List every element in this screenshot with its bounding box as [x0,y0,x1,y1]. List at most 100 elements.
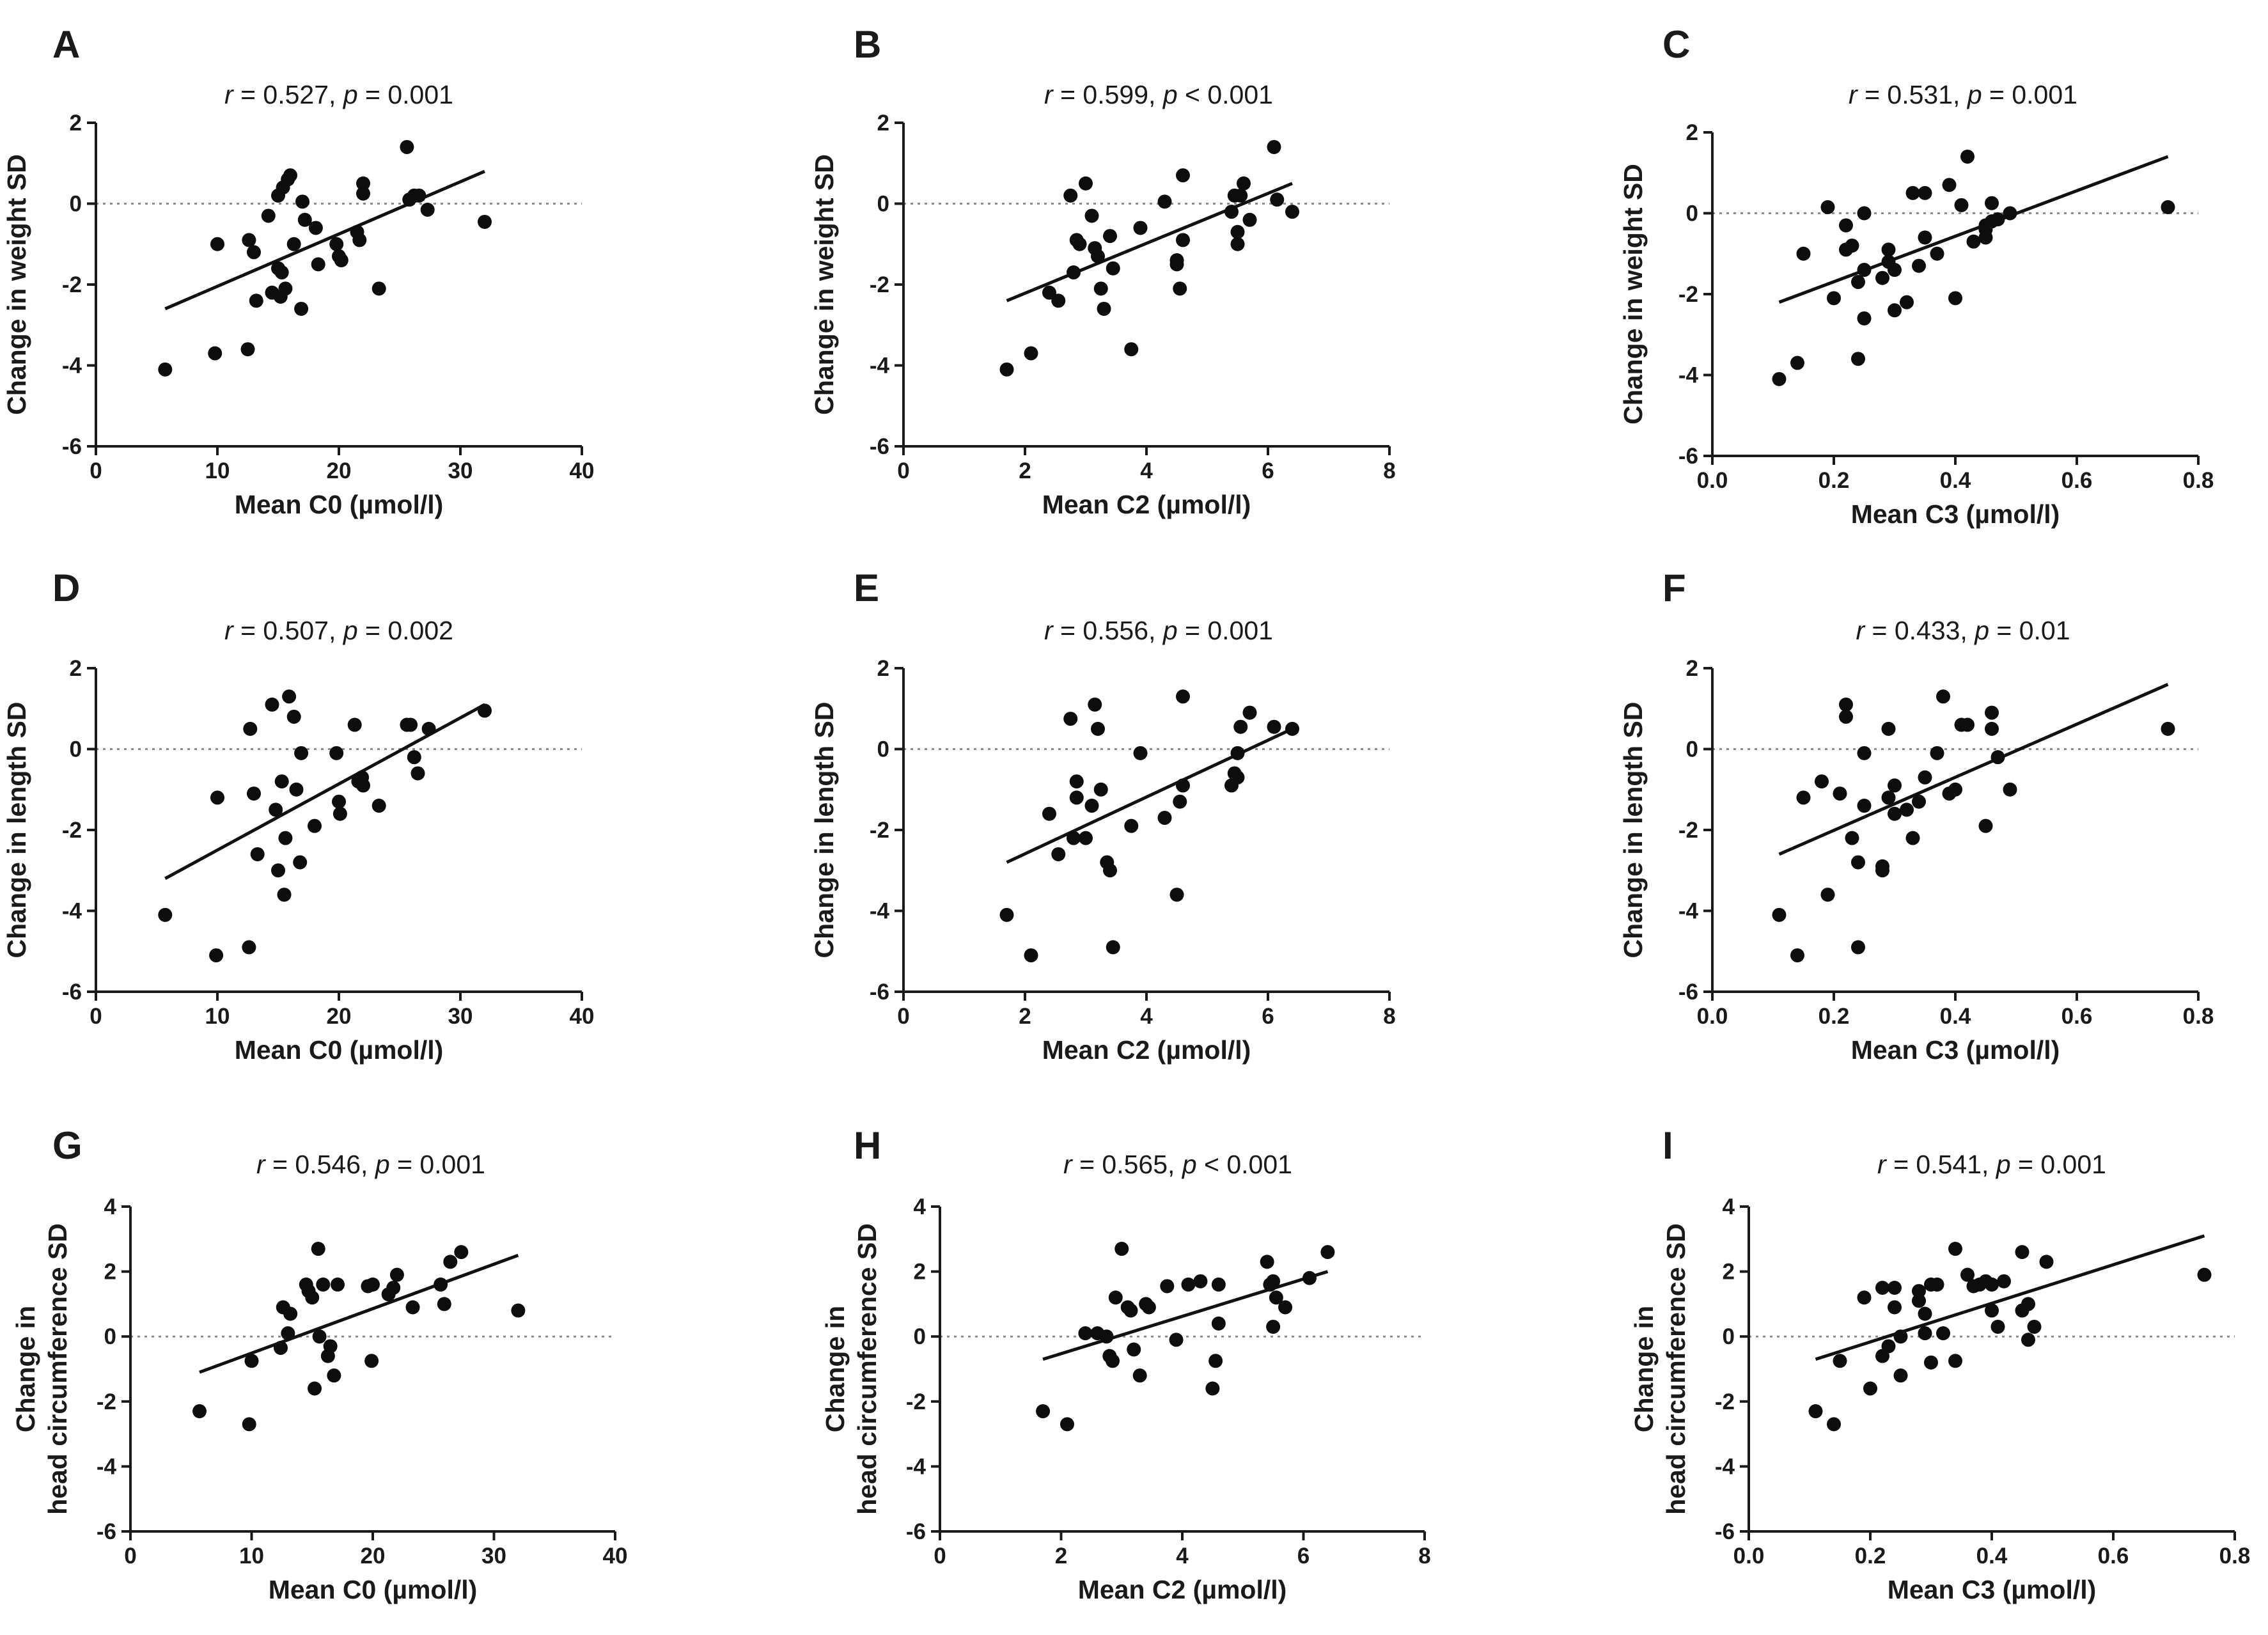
data-point [1091,249,1105,263]
y-tick-label: -4 [62,899,82,924]
data-point [1051,293,1066,308]
panel-letter: D [52,567,80,609]
y-tick-label: 2 [877,656,889,681]
x-tick-label: 0 [897,1004,909,1029]
data-point [386,1281,401,1295]
y-tick-label: -4 [1678,363,1699,388]
x-tick-label: 30 [481,1544,506,1569]
x-tick-label: 6 [1297,1544,1310,1569]
data-point [1851,855,1865,870]
data-point [1808,1404,1823,1419]
data-point [1875,1281,1889,1295]
data-point [316,1277,331,1292]
y-tick-label: 4 [104,1194,117,1219]
data-point [1242,705,1257,720]
panel-letter: I [1662,1124,1673,1167]
data-point [1205,1381,1220,1396]
y-tick-label: -6 [906,1519,926,1544]
x-tick-label: 0.2 [1818,1004,1850,1029]
data-point [1091,721,1105,736]
data-point [274,774,289,789]
data-point [1024,346,1038,361]
data-point [2021,1297,2035,1311]
y-axis-label: Change in length SD [1618,702,1648,958]
x-tick-label: 0.8 [2183,1004,2214,1029]
data-point [1278,1300,1293,1315]
data-point [1079,831,1093,845]
data-point [420,202,435,217]
data-point [1827,291,1841,306]
y-tick-label: -2 [1678,282,1698,307]
data-point [1918,1306,1932,1321]
data-point [403,717,418,732]
data-point [192,1404,207,1419]
data-point [250,847,265,861]
data-point [2021,1333,2035,1347]
y-axis-label: Change in [820,1306,850,1432]
x-tick-label: 20 [361,1544,386,1569]
y-tick-label: -2 [870,818,889,843]
y-tick-label: 2 [1686,120,1698,145]
y-tick-label: -4 [97,1454,117,1479]
data-point [332,794,346,809]
data-point [332,806,347,821]
data-point [1069,790,1084,805]
data-point [1857,311,1872,325]
x-tick-label: 2 [1019,1004,1031,1029]
data-point [364,1354,379,1368]
data-point [1857,263,1872,278]
data-point [2039,1255,2054,1269]
x-tick-label: 0 [934,1544,946,1569]
panel-letter: A [52,23,80,66]
stat-annotation: r = 0.565, p < 0.001 [1063,1150,1292,1179]
data-point [1881,721,1896,736]
x-tick-label: 0.4 [1940,1004,1971,1029]
x-tick-label: 0.2 [1855,1544,1886,1569]
y-tick-label: -2 [1678,818,1698,843]
data-point [371,281,386,296]
data-point [1320,1245,1335,1260]
data-point [1211,1316,1226,1331]
data-point [1269,1290,1283,1305]
regression-line [164,703,486,880]
y-tick-label: -4 [62,354,82,379]
data-point [278,831,293,845]
y-tick-label: 0 [1686,201,1698,226]
y-tick-label: -4 [1715,1454,1735,1479]
x-tick-label: 40 [603,1544,628,1569]
data-point [249,293,263,308]
y-tick-label: -2 [906,1389,926,1414]
data-point [1888,263,1902,278]
data-point [1157,194,1172,209]
data-point [1266,1274,1281,1288]
data-point [1078,1326,1093,1341]
data-point [329,746,344,760]
data-point [311,1242,325,1256]
y-axis-label: Change in [1629,1306,1659,1432]
stat-annotation: r = 0.599, p < 0.001 [1044,80,1273,109]
x-tick-label: 0.4 [1940,468,1971,493]
data-point [1948,1242,1962,1256]
data-point [265,697,279,712]
x-axis-label: Mean C2 (µmol/l) [1042,490,1251,519]
x-tick-label: 8 [1383,1004,1395,1029]
data-point [1233,188,1248,203]
data-point [1990,212,2005,226]
data-point [247,245,261,260]
data-point [281,1326,295,1341]
data-point [1905,185,1920,200]
y-tick-label: -4 [1678,899,1699,924]
x-axis-label: Mean C2 (µmol/l) [1042,1035,1251,1065]
stat-annotation: r = 0.541, p = 0.001 [1877,1150,2106,1179]
data-point [1954,198,1969,212]
data-point [1211,1277,1226,1292]
data-point [294,301,309,316]
panel-d: Dr = 0.507, p = 0.002 0 10 20 30 40 -6 -4 -2 0 2 Me… [2,567,594,1065]
data-point [2015,1245,2029,1260]
data-point [1930,746,1944,760]
data-point [389,1267,404,1282]
data-point [1176,168,1190,183]
data-point [1072,237,1087,251]
data-point [1169,253,1184,268]
data-point [999,907,1014,922]
